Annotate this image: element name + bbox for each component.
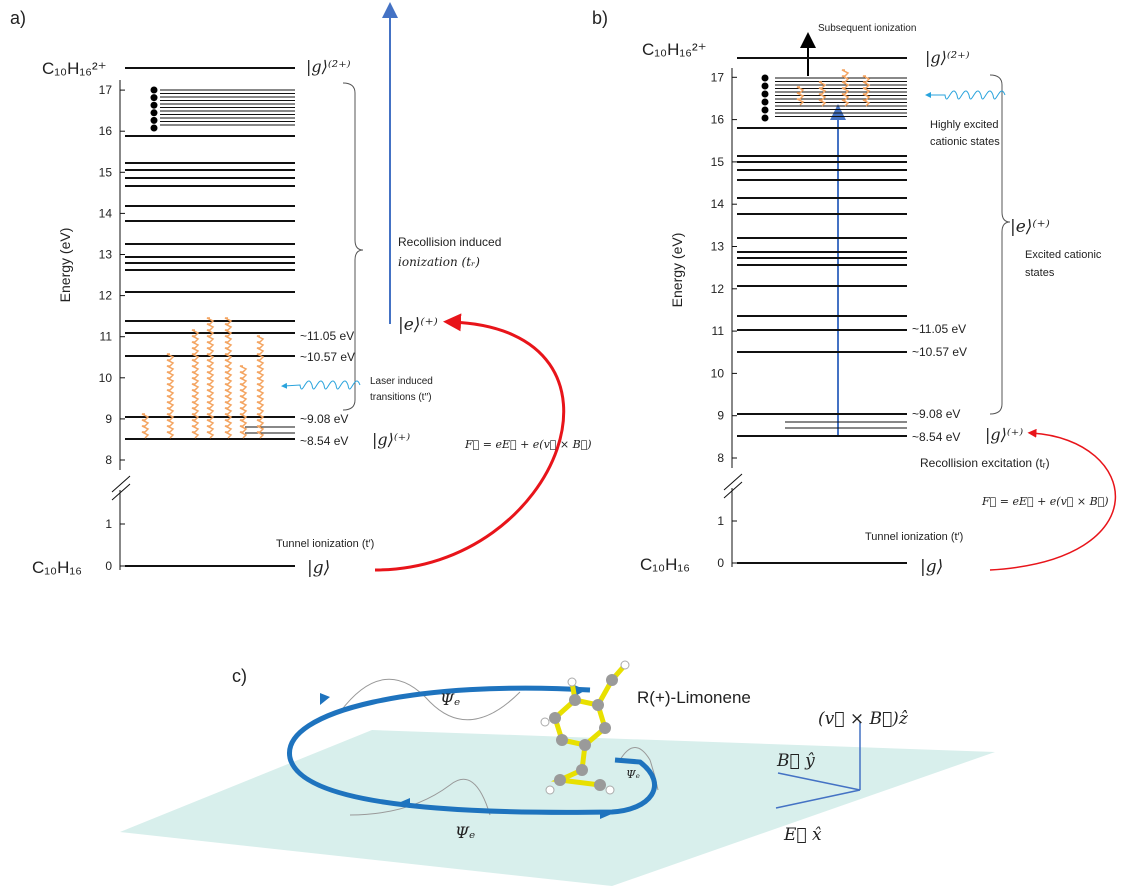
state: |g⟩ [307, 558, 330, 578]
annotation: Recollision induced [398, 235, 501, 249]
y-tick-label: 17 [711, 70, 725, 84]
plane [120, 730, 995, 886]
dot [151, 109, 158, 116]
dication: C₁₀H₁₆²⁺ [642, 40, 707, 59]
y-tick-label: 14 [711, 197, 725, 211]
state: |g⟩⁽⁺⁾ [372, 430, 410, 449]
annotation: Tunnel ionization (t′) [276, 538, 374, 550]
axis-break [112, 476, 130, 500]
transition [207, 318, 213, 438]
level-label: ~11.05 eV [300, 329, 354, 343]
y-tick-label: 11 [712, 324, 725, 338]
transition [257, 336, 263, 438]
y-tick-label: 1 [105, 517, 112, 531]
level-label: ~11.05 eV [912, 322, 966, 336]
dot [762, 75, 769, 82]
transition [863, 76, 869, 106]
annotation: Highly excited [930, 119, 998, 131]
dot [151, 125, 158, 132]
y-tick-label: 17 [99, 83, 113, 97]
y-tick-label: 0 [105, 559, 112, 573]
panel-label: a) [10, 8, 26, 28]
state: |g⟩⁽²⁺⁾ [925, 48, 970, 67]
y-tick-label: 14 [99, 206, 113, 220]
level-label: ~8.54 eV [300, 434, 348, 448]
level-label: ~9.08 eV [300, 412, 348, 426]
dot [762, 99, 769, 106]
axis-label: B⃗ ŷ [776, 751, 815, 771]
y-tick-label: 8 [105, 453, 112, 467]
annotation: Subsequent ionization [818, 23, 916, 34]
dot [151, 117, 158, 124]
neutral: C₁₀H₁₆ [32, 558, 82, 577]
y-tick-label: 10 [99, 371, 113, 385]
y-tick-label: 12 [99, 289, 113, 303]
dot [762, 115, 769, 122]
panel-a: a) C₁₀H₁₆²⁺ |g⟩⁽²⁺⁾ Energy (eV) ~11.05 e… [10, 8, 592, 578]
photon [928, 91, 1005, 99]
state: |e⟩⁽⁺⁾ [1010, 217, 1050, 237]
axis-label: (v⃗ × B⃗)ẑ [818, 709, 909, 729]
axis-label: Energy (eV) [669, 233, 685, 308]
state: |g⟩⁽⁺⁾ [985, 425, 1023, 444]
psi: Ψₑ [455, 823, 475, 842]
annotation: Excited cationic [1025, 249, 1102, 261]
molecule-label: R(+)-Limonene [637, 688, 751, 707]
state: |g⟩ [920, 557, 943, 577]
level-label: ~9.08 eV [912, 407, 960, 421]
y-tick-label: 11 [100, 330, 113, 344]
dication: C₁₀H₁₆²⁺ [42, 59, 107, 78]
neutral: C₁₀H₁₆ [640, 555, 690, 574]
panel-label: b) [592, 8, 608, 28]
transition [167, 354, 173, 438]
y-tick-label: 15 [711, 155, 725, 169]
y-tick-label: 15 [99, 165, 113, 179]
state: |e⟩⁽⁺⁾ [398, 315, 438, 335]
dot [151, 94, 158, 101]
photon [284, 381, 360, 389]
figure: a) C₁₀H₁₆²⁺ |g⟩⁽²⁺⁾ Energy (eV) ~11.05 e… [0, 0, 1134, 886]
transition [225, 318, 231, 438]
annotation: Recollision excitation (tᵣ) [920, 456, 1050, 470]
dot [151, 87, 158, 94]
y-tick-label: 13 [99, 248, 113, 262]
level-label: ~10.57 eV [912, 345, 967, 359]
transition [192, 330, 198, 438]
y-tick-label: 12 [711, 282, 725, 296]
annotation: transitions (t′′) [370, 392, 432, 403]
formula: F⃗ = eE⃗ + e(v⃗ × B⃗) [981, 495, 1109, 508]
state: |g⟩⁽²⁺⁾ [306, 57, 351, 76]
y-tick-label: 8 [717, 451, 724, 465]
panel-label: c) [232, 666, 247, 686]
y-tick-label: 13 [711, 240, 725, 254]
annotation: cationic states [930, 136, 1000, 148]
axis-label: E⃗ x̂ [783, 825, 822, 845]
formula: F⃗ = eE⃗ + e(v⃗ × B⃗) [464, 438, 592, 451]
annotation: Laser induced [370, 376, 433, 387]
dot [762, 107, 769, 114]
axis-break [724, 474, 742, 498]
annotation: states [1025, 267, 1055, 279]
y-tick-label: 10 [711, 366, 725, 380]
panel-b: b) C₁₀H₁₆²⁺ |g⟩⁽²⁺⁾ Energy (eV) Subseque… [592, 8, 1115, 577]
dot [151, 102, 158, 109]
dot [762, 91, 769, 98]
y-tick-label: 0 [717, 556, 724, 570]
y-tick-label: 1 [717, 514, 724, 528]
y-tick-label: 16 [99, 124, 113, 138]
wavepacket [340, 679, 520, 720]
y-tick-label: 9 [717, 409, 724, 423]
axis-label: Energy (eV) [57, 228, 73, 303]
y-tick-label: 16 [711, 113, 725, 127]
psi: Ψₑ [626, 768, 640, 781]
annotation: ionization (tᵣ) [398, 255, 480, 269]
dot [762, 83, 769, 90]
annotation: Tunnel ionization (t′) [865, 531, 963, 543]
panel-c: c) Ψₑ Ψₑ Ψₑ R(+)-Limonene (v⃗ × B⃗)ẑ B⃗ … [120, 661, 995, 886]
level-label: ~8.54 eV [912, 430, 960, 444]
psi: Ψₑ [440, 690, 460, 709]
level-label: ~10.57 eV [300, 350, 355, 364]
y-tick-label: 9 [105, 412, 112, 426]
